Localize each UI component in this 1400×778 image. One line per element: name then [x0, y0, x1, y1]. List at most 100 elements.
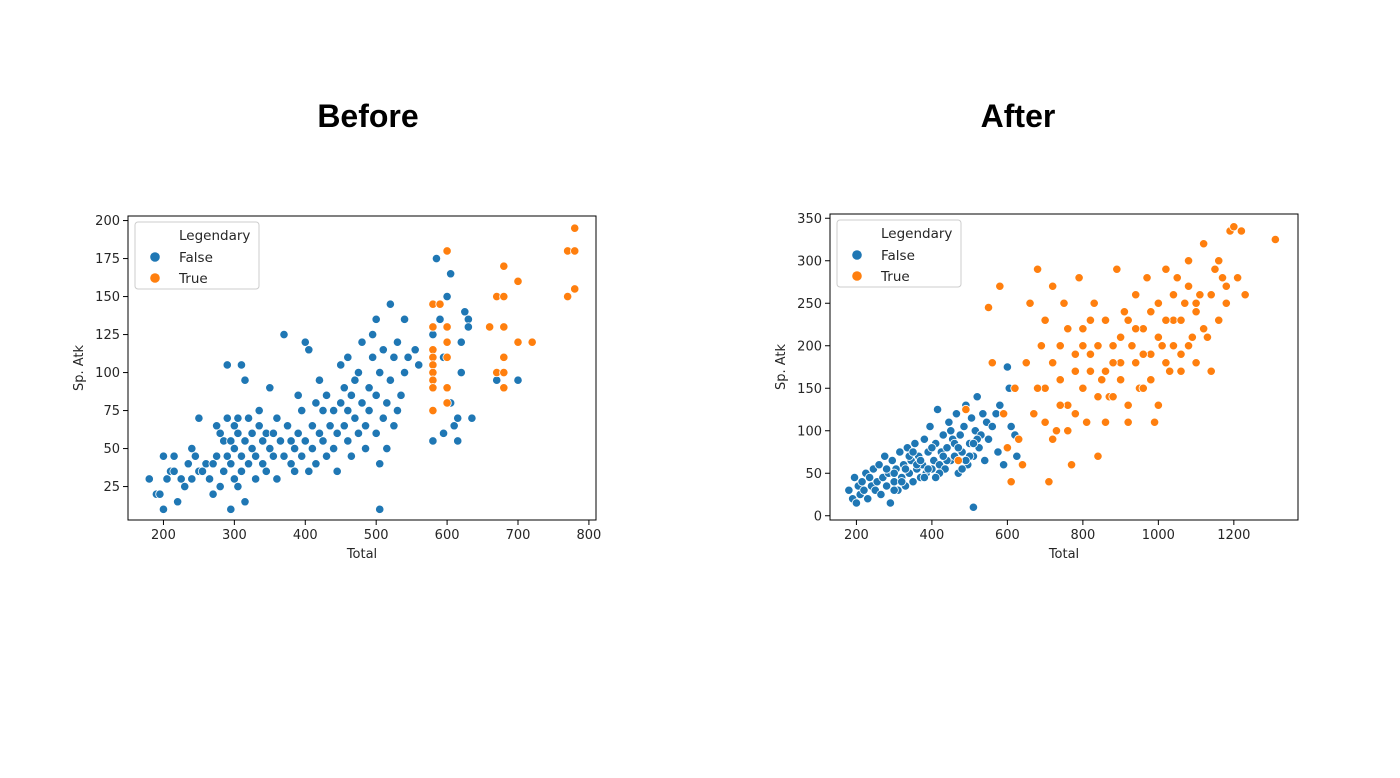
- point-true: [1055, 400, 1065, 410]
- point-true: [1206, 366, 1216, 376]
- point-false: [343, 436, 353, 446]
- point-false: [946, 426, 956, 436]
- point-true: [1097, 375, 1107, 385]
- point-false: [1002, 362, 1012, 372]
- point-true: [442, 322, 452, 332]
- point-false: [887, 455, 897, 466]
- point-false: [900, 464, 911, 474]
- point-false: [350, 413, 360, 423]
- point-true: [1199, 239, 1209, 249]
- point-true: [1202, 332, 1213, 342]
- point-false: [243, 459, 254, 469]
- point-true: [1010, 383, 1020, 393]
- point-false: [247, 443, 257, 454]
- point-false: [955, 430, 965, 440]
- point-true: [485, 322, 495, 332]
- point-true: [1214, 256, 1224, 266]
- point-false: [311, 398, 321, 408]
- point-false: [236, 451, 247, 461]
- point-false: [336, 398, 346, 408]
- point-false: [382, 443, 392, 454]
- point-true: [1040, 417, 1050, 427]
- point-false: [357, 398, 367, 408]
- y-tick-label: 350: [797, 212, 822, 227]
- point-false: [983, 434, 994, 444]
- point-false: [942, 443, 952, 453]
- point-true: [1089, 298, 1099, 308]
- point-false: [226, 436, 236, 446]
- point-true: [1168, 290, 1179, 300]
- point-false: [332, 466, 342, 476]
- point-true: [499, 367, 509, 378]
- y-tick-label: 50: [805, 467, 822, 482]
- point-false: [392, 405, 403, 416]
- x-tick-label: 500: [364, 528, 389, 543]
- point-false: [272, 474, 282, 484]
- point-false: [385, 299, 395, 309]
- point-false: [169, 451, 179, 461]
- point-false: [304, 345, 314, 355]
- point-true: [1021, 358, 1031, 368]
- point-false: [392, 337, 403, 347]
- point-false: [375, 459, 385, 469]
- point-false: [297, 451, 307, 461]
- point-true: [1157, 341, 1167, 351]
- point-true: [1070, 409, 1080, 419]
- point-false: [368, 329, 378, 340]
- point-true: [1176, 349, 1186, 359]
- point-true: [1161, 264, 1171, 274]
- point-true: [1176, 315, 1186, 325]
- point-true: [1063, 426, 1073, 436]
- point-true: [1032, 264, 1043, 274]
- point-true: [1066, 460, 1077, 470]
- point-false: [435, 314, 445, 324]
- point-false: [318, 405, 328, 416]
- y-tick-label: 250: [797, 297, 822, 312]
- point-false: [215, 428, 225, 438]
- point-false: [233, 413, 243, 423]
- point-false: [169, 466, 179, 476]
- point-false: [389, 352, 399, 362]
- point-false: [360, 421, 371, 431]
- legend-title: Legendary: [881, 226, 952, 242]
- point-true: [513, 276, 523, 286]
- point-false: [966, 413, 977, 423]
- point-true: [442, 337, 452, 347]
- point-true: [1059, 298, 1069, 308]
- point-true: [961, 404, 971, 415]
- point-true: [1055, 341, 1065, 351]
- point-true: [1240, 290, 1250, 300]
- point-true: [1161, 358, 1171, 368]
- point-true: [428, 322, 438, 332]
- point-false: [375, 504, 385, 514]
- point-false: [382, 398, 392, 408]
- legend-entry-false: False: [179, 250, 213, 266]
- point-true: [1044, 477, 1054, 487]
- point-false: [183, 459, 193, 469]
- point-false: [932, 404, 943, 415]
- point-true: [1172, 273, 1182, 283]
- point-true: [1006, 477, 1016, 487]
- point-true: [1093, 392, 1103, 402]
- point-false: [155, 489, 165, 499]
- point-false: [371, 314, 381, 324]
- point-false: [222, 451, 232, 461]
- axes-frame: [127, 215, 597, 521]
- point-false: [279, 329, 289, 340]
- point-false: [938, 430, 948, 440]
- point-false: [222, 360, 232, 370]
- y-tick-label: 150: [95, 290, 120, 305]
- point-true: [953, 455, 963, 466]
- point-false: [353, 428, 364, 438]
- point-false: [229, 421, 239, 431]
- point-true: [499, 291, 509, 302]
- point-false: [863, 494, 873, 504]
- point-false: [364, 383, 374, 393]
- point-true: [1191, 307, 1201, 317]
- point-false: [144, 474, 154, 484]
- point-false: [311, 459, 321, 469]
- point-false: [293, 390, 303, 400]
- point-false: [882, 481, 892, 491]
- point-true: [1116, 375, 1126, 385]
